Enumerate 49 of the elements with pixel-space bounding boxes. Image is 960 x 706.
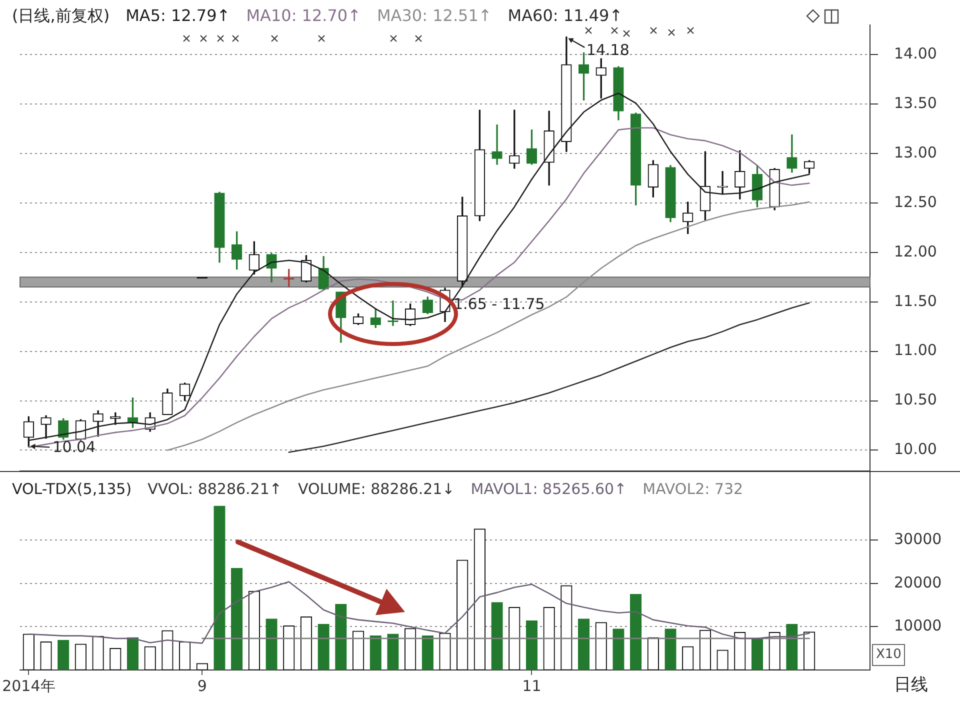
y-tick-label: 12.50 <box>894 192 937 211</box>
x-axis-title: 日线 <box>894 675 928 696</box>
bar <box>630 594 642 670</box>
text: MA30: 12.51↑ <box>377 6 492 26</box>
bar <box>214 506 226 670</box>
bar <box>387 634 399 670</box>
bar <box>126 637 139 670</box>
text: MA5: 12.79↑ <box>126 6 230 26</box>
x-tick-label: 11 <box>522 676 542 695</box>
chart-title: (日线,前复权) <box>12 6 110 26</box>
y-tick-label: 14.00 <box>894 44 937 63</box>
bar <box>318 624 330 670</box>
text: MAVOL2: 732 <box>642 480 744 498</box>
y-tick-label: 12.00 <box>894 242 937 260</box>
y-tick-label: 13.00 <box>894 143 937 162</box>
bar <box>370 635 382 670</box>
y-tick-label: 20000 <box>894 573 942 592</box>
bar <box>786 624 798 670</box>
text: VOL-TDX(5,135) <box>12 480 132 498</box>
bar <box>664 628 676 670</box>
band-label: 1.65 - 11.75 <box>454 295 545 314</box>
annotation: VVOL: 88286.21↑ <box>148 480 282 498</box>
y-tick-label: 10.00 <box>894 440 937 458</box>
y-axis-title: X10 <box>872 644 906 666</box>
y-tick-label: 13.50 <box>894 94 937 112</box>
bar <box>491 602 503 670</box>
text: MA10: 12.70↑ <box>246 6 361 26</box>
text: MA60: 11.49↑ <box>508 6 623 26</box>
bar <box>58 640 70 670</box>
x-tick-label: 9 <box>197 676 207 695</box>
bar <box>526 620 538 670</box>
bar <box>231 568 243 670</box>
bar <box>751 638 764 670</box>
y-tick-label: 11.00 <box>894 341 937 360</box>
annotation: VOLUME: 88286.21↓ <box>298 480 455 498</box>
bar <box>266 618 278 670</box>
x-tick-label: 2014年 <box>2 676 56 695</box>
y-tick-label: 10000 <box>894 616 942 635</box>
candlestick <box>492 124 502 165</box>
y-tick-label: 11.50 <box>894 292 937 310</box>
bar <box>335 604 347 670</box>
bar <box>578 618 590 670</box>
y-tick-label: 10.50 <box>894 390 937 409</box>
y-tick-label: 30000 <box>894 530 942 548</box>
bar <box>612 628 624 670</box>
text: MAVOL1: 85265.60↑ <box>470 480 627 498</box>
annotation: 14.18 <box>586 40 630 59</box>
bar <box>422 635 434 670</box>
annotation: 10.04 <box>52 438 96 456</box>
